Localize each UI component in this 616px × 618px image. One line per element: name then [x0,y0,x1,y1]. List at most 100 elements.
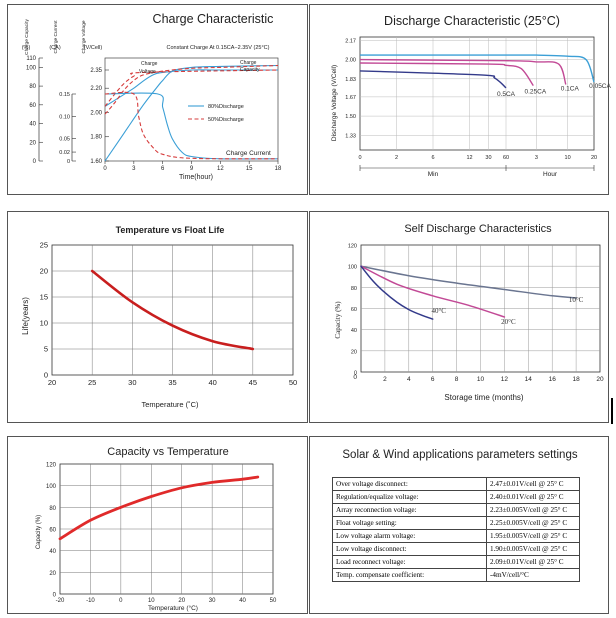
x-tick-label: 12 [217,166,224,172]
y-axis-label: Capacity (%) [334,301,342,339]
parameter-label: Low voltage alarm voltage: [332,529,487,543]
discharge-characteristic-panel: Discharge Characteristic (25°C) Discharg… [309,4,612,195]
charge-line [104,69,278,107]
self-discharge-line [360,265,506,318]
float-life-line [90,269,255,351]
chart-note: Constant Charge At 0.15CA−2.35V (25°C) [167,45,270,51]
capacity-tick-label: 40 [29,122,36,128]
capacity-tick-label: 60 [29,103,36,109]
y-tick-label: 40 [49,549,56,555]
axis-unit: (%) [22,45,31,51]
y-tick-label: 120 [46,463,57,469]
y-tick-label: 100 [46,484,57,490]
x-tick-label: 12 [466,155,472,161]
discharge-line [359,70,507,89]
y-tick-label: 120 [348,244,357,250]
current-tick-label: 0.05 [59,137,70,143]
x-tick-label: 0 [103,166,107,172]
x-tick-label: 25 [88,378,96,387]
parameter-value: 2.09±0.01V/cell @ 25° C [486,555,580,569]
x-tick-label: 20 [596,376,604,383]
x-tick-label: 10 [148,598,155,604]
legend-label: 80%Discharge [208,104,244,110]
y-tick-label: 20 [40,267,48,276]
y-tick-label: 1.33 [345,133,356,139]
parameters-table: Over voltage disconnect: 2.47±0.01V/cell … [332,477,580,582]
parameters-title-area: Solar & Wind applications parameters set… [342,449,577,461]
y-tick-label: 1.83 [345,77,356,83]
parameter-label: Regulation/equalize voltage: [332,490,487,504]
x-axis-label: Time(hour) [179,174,213,181]
x-tick-label: 6 [431,376,435,383]
y-tick-label: 60 [351,307,357,313]
curve-label: Capacity [240,67,260,73]
legend-label: 50%Discharge [208,117,244,123]
parameters-title: Solar & Wind applications parameters set… [342,449,577,461]
capacity-temperature-panel: Capacity vs Temperature Capacity (%) Tem… [7,436,308,614]
x-tick-label: 45 [249,378,257,387]
self-discharge-line [360,265,434,320]
y-tick-label: 80 [351,286,357,292]
discharge-characteristic-chart: Discharge Characteristic (25°C) Discharg… [331,14,612,178]
voltage-tick-label: 2.20 [90,86,102,92]
parameter-value: 2.47±0.01V/cell @ 25° C [486,477,580,491]
edge-marker [611,398,613,424]
chart-title: Temperature vs Float Life [116,225,225,235]
y-tick-label: 25 [40,241,48,250]
capacity-tick-label: 110 [26,56,36,62]
x-tick-label: 18 [275,166,282,172]
min-label: Min [428,171,439,178]
x-tick-label: 14 [525,376,533,383]
x-tick-label: 30 [209,598,216,604]
chart-title: Charge Characteristic [153,12,274,26]
voltage-tick-label: 1.60 [90,159,102,165]
curve-label: Charge [141,61,158,67]
series-label: 0.05CA [589,83,611,90]
y-tick-label: 1.67 [345,95,356,101]
y-tick-label: 0 [53,593,57,599]
axis-heading: Charge Current [53,20,59,54]
discharge-line [359,62,534,87]
y-tick-label: 80 [49,506,56,512]
parameter-row: Array reconnection voltage: 2.23±0.005V/c… [332,503,580,517]
axis-heading: Charge Capacity [24,19,30,55]
x-tick-label: 40 [239,598,246,604]
parameter-value: 1.90±0.005V/cell @ 25° C [486,542,580,556]
parameter-row: Regulation/equalize voltage: 2.40±0.01V/c… [332,490,580,504]
charge-line [104,91,279,160]
x-tick-label: -10 [86,598,95,604]
series-label: 0.1CA [561,85,580,92]
x-tick-label: 4 [407,376,411,383]
parameter-value: 1.95±0.005V/cell @ 25° C [486,529,580,543]
voltage-tick-label: 2.35 [90,68,102,74]
y-tick-label: 40 [351,328,357,334]
x-tick-label: 10 [565,155,571,161]
series-label: 20°C [501,318,516,326]
float-life-panel: Temperature vs Float Life Life(years) Te… [7,211,308,423]
parameter-label: Low voltage disconnect: [332,542,487,556]
series-label: 0.25CA [524,89,546,96]
float-life-chart: Temperature vs Float Life Life(years) Te… [21,225,297,409]
charge-characteristic-panel: Charge Characteristic Constant Charge At… [7,4,308,195]
x-axis-label: Storage time (months) [444,393,523,402]
x-tick-label: 30 [485,155,491,161]
capacity-tick-label: 20 [29,140,36,146]
chart-title: Self Discharge Characteristics [404,223,552,235]
x-tick-label: 18 [572,376,580,383]
discharge-line [360,54,595,83]
y-axis-label: Life(years) [21,297,30,335]
x-tick-label: 20 [591,155,597,161]
parameter-value: 2.40±0.01V/cell @ 25° C [486,490,580,504]
y-tick-label: 0 [44,371,48,380]
x-tick-label: 12 [501,376,509,383]
capacity-tick-label: 0 [33,159,37,165]
chart-title: Capacity vs Temperature [107,446,228,458]
series-label: 10°C [569,296,584,304]
x-tick-label: 35 [168,378,176,387]
capacity-temperature-chart: Capacity vs Temperature Capacity (%) Tem… [36,446,277,612]
charge-line [104,64,279,162]
axis-heading: Charge Voltage [81,20,87,53]
y-tick-label: 0 [354,371,357,377]
x-tick-label: 16 [549,376,557,383]
x-tick-label: 3 [535,155,538,161]
